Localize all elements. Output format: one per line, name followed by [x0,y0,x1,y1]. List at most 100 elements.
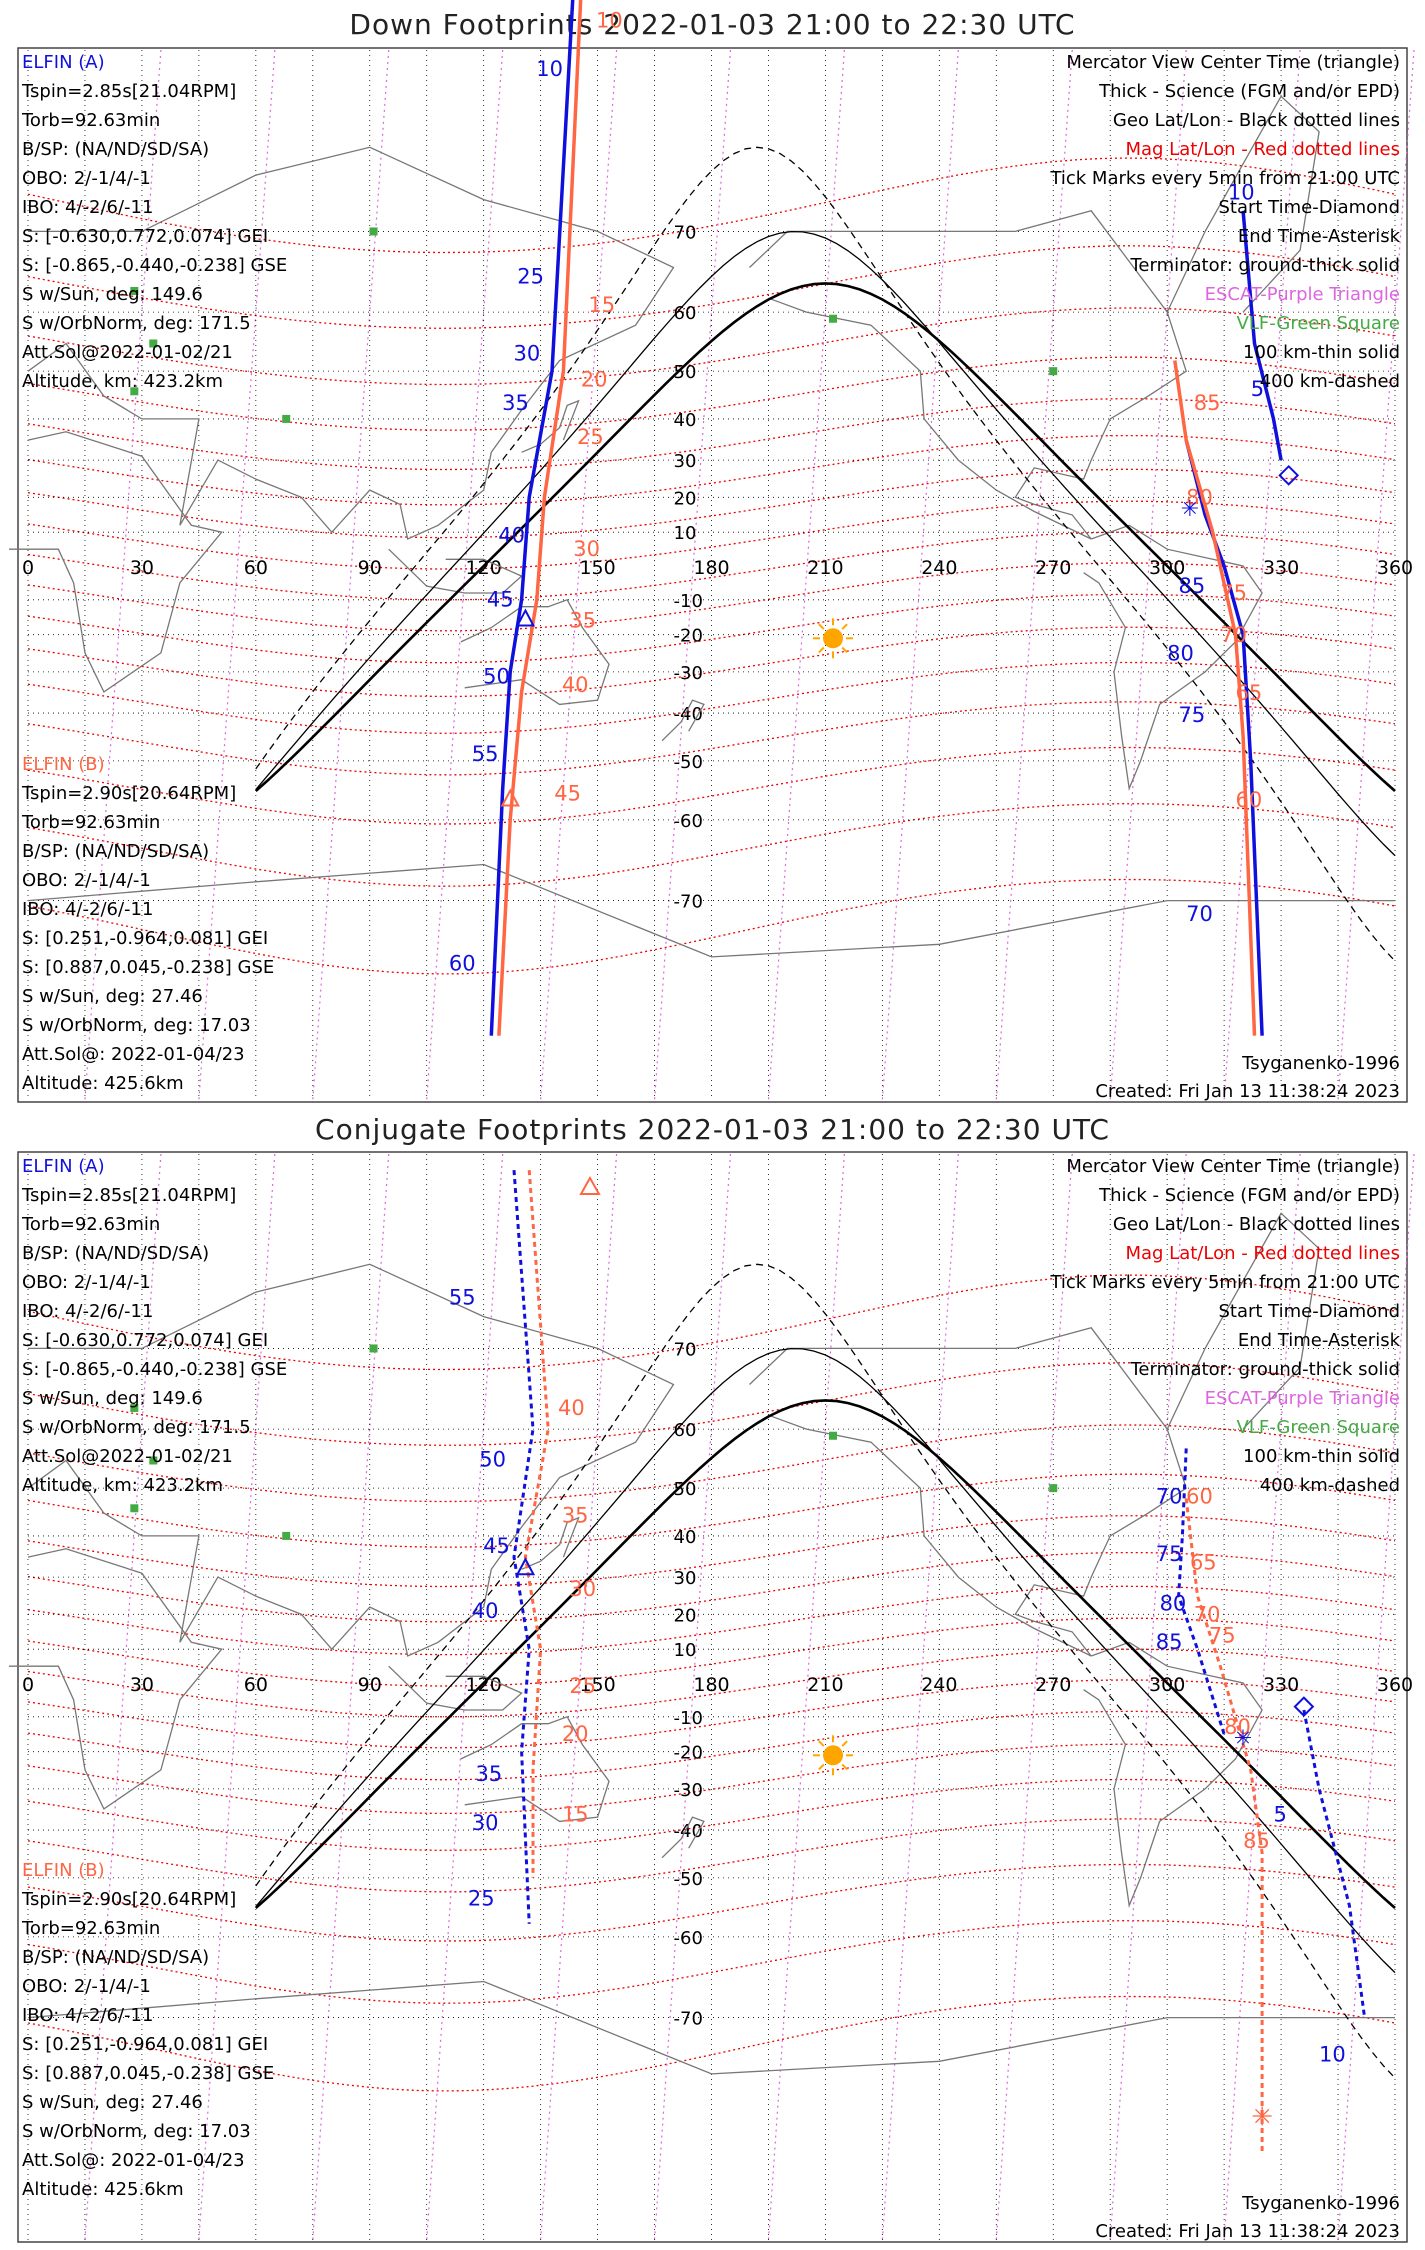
sun-disk [823,628,844,649]
landmass-outline [749,1327,1187,1657]
elfin-a-tick-label: 85 [1156,1630,1183,1654]
elfin-a-track-east [1241,210,1283,461]
vlf-station-marker [1049,367,1058,376]
elfin-b-info: Tspin=2.90s[20.64RPM] [21,1889,236,1910]
legend-item: Mag Lat/Lon - Red dotted lines [1125,139,1400,160]
panel-frame [17,1151,1408,2243]
elfin-a-tick-label: 50 [483,665,510,689]
elfin-a-conj-track-east-south [1302,1709,1367,2018]
sun-ray [841,1740,848,1747]
elfin-a-tick-label: 10 [1228,181,1255,205]
map-panel-2: 0 30 60 90 120 150 180 210 240 270 300 330 360706050… [9,1151,1415,2243]
terminator [254,1263,1396,2079]
elfin-b-tick-label: 25 [577,425,604,449]
landmass-outline [460,598,610,706]
vlf-station-marker [282,414,291,423]
legend-item: VLF-Green Square [1237,1417,1400,1438]
legend-item: Mercator View Center Time (triangle) [1066,52,1400,73]
center-time-triangle-a [515,608,536,627]
elfin-a-tick-label: 60 [449,951,476,975]
geo-grid [27,1154,1396,2240]
elfin-a-tick-label: 5 [1251,377,1264,401]
geo-grid [27,50,1396,1100]
landmass-outline [1166,95,1320,313]
terminator-ground [254,1399,1396,1909]
elfin-b-tick-label: 75 [1209,1623,1236,1647]
elfin-b-info: OBO: 2/-1/4/-1 [22,1976,151,1997]
elfin-a-info: Att.Sol@2022-01-02/21 [22,1446,233,1467]
landmass-outline [749,210,1187,540]
lat-label: -50 [674,752,703,773]
lat-label: -10 [674,1708,703,1729]
elfin-a-tick-label: 70 [1156,1484,1183,1508]
legend-item: Thick - Science (FGM and/or EPD) [1098,81,1400,102]
terminator-400km [255,146,1396,962]
lat-label: 30 [674,1568,697,1589]
elfin-b-tick-label: 30 [569,1577,596,1601]
lon-label: 360 [1377,1674,1413,1696]
legend-item: Geo Lat/Lon - Black dotted lines [1113,110,1400,131]
landmass-outline [27,1263,675,1657]
model-label: Tsyganenko-1996 [1241,1053,1400,1074]
terminator-100km [255,230,1396,857]
terminator-100km [255,1347,1396,1974]
mag-meridian [1109,1153,1187,2241]
legend-item: Mag Lat/Lon - Red dotted lines [1125,1243,1400,1264]
lon-label: 180 [693,557,729,579]
elfin-b-tick-label: 20 [581,367,608,391]
elfin-a-info: S: [-0.865,-0.440,-0.238] GSE [22,255,287,276]
mag-lat-line [27,531,1396,601]
elfin-b-tick-label: 60 [1236,788,1263,812]
end-time-asterisk: ✳ [1181,497,1199,522]
lat-label: 30 [674,451,697,472]
vlf-station-marker [130,387,139,396]
elfin-b-tick-label: 25 [569,1674,596,1698]
vlf-station-marker [369,1344,378,1353]
mag-lat-line [27,1710,1396,1781]
mag-lat-line [27,1679,1396,1749]
landmass-outline [1166,1212,1320,1430]
legend-item: Tick Marks every 5min from 21:00 UTC [1049,1272,1400,1293]
end-time-asterisk: ✳ [1234,1727,1252,1752]
elfin-b-tick-label: 15 [588,293,615,317]
elfin-a-info: Torb=92.63min [21,110,160,131]
lon-label: 60 [244,1674,268,1696]
elfin-b-info: Torb=92.63min [21,812,160,833]
lon-label: 30 [130,1674,154,1696]
mag-lat-line [27,803,1396,887]
elfin-b-tick-label: 65 [1190,1550,1217,1574]
elfin-a-conj-track-west [512,1169,535,1924]
elfin-a-info: Altitude, km: 423.2km [22,371,223,392]
elfin-b-tick-label: 20 [562,1722,589,1746]
mag-lat-line [27,1362,1396,1446]
center-time-triangle-b [579,1175,601,1195]
end-time-asterisk-b: ✳ [1251,2102,1273,2132]
elfin-a-tick-label: 40 [472,1599,499,1623]
lat-label: 70 [674,1339,697,1360]
mag-lat-line [27,1585,1396,1656]
landmass-outline [1083,524,1263,791]
vlf-station-marker [829,1431,838,1440]
elfin-b-info: S w/Sun, deg: 27.46 [22,986,203,1007]
lon-label: 210 [807,557,843,579]
mag-lat-line [27,1863,1396,1942]
elfin-b-tick-label: 45 [554,782,581,806]
elfin-a-tick-label: 75 [1156,1542,1183,1566]
elfin-b-info: S w/Sun, deg: 27.46 [22,2092,203,2113]
lat-label: 50 [674,362,697,383]
lon-label: 330 [1263,557,1299,579]
lat-label: -30 [674,1780,703,1801]
lon-label: 120 [466,1674,502,1696]
elfin-b-tick-label: 40 [558,1396,585,1420]
lon-label: 210 [807,1674,843,1696]
sun-disk [823,1745,844,1766]
mag-lat-line [27,1818,1396,1893]
elfin-a-tick-label: 25 [517,264,544,288]
elfin-a-tick-label: 10 [536,57,563,81]
elfin-b-info: S: [0.251,-0.964,0.081] GEI [22,928,268,949]
lat-label: -10 [674,591,703,612]
panel1-title: Down Footprints 2022-01-03 21:00 to 22:3… [349,8,1076,41]
elfin-b-info: S: [0.887,0.045,-0.238] GSE [22,2063,274,2084]
lat-label: -20 [674,1743,703,1764]
